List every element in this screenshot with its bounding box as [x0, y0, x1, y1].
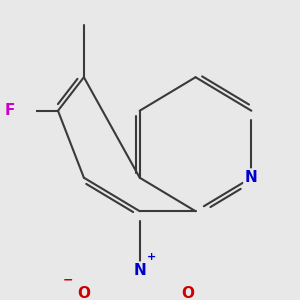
- Text: F: F: [4, 103, 15, 118]
- Text: O: O: [77, 286, 90, 300]
- Text: N: N: [133, 263, 146, 278]
- Text: +: +: [147, 252, 156, 262]
- Text: N: N: [245, 170, 258, 185]
- Text: O: O: [182, 286, 195, 300]
- Text: −: −: [62, 273, 73, 286]
